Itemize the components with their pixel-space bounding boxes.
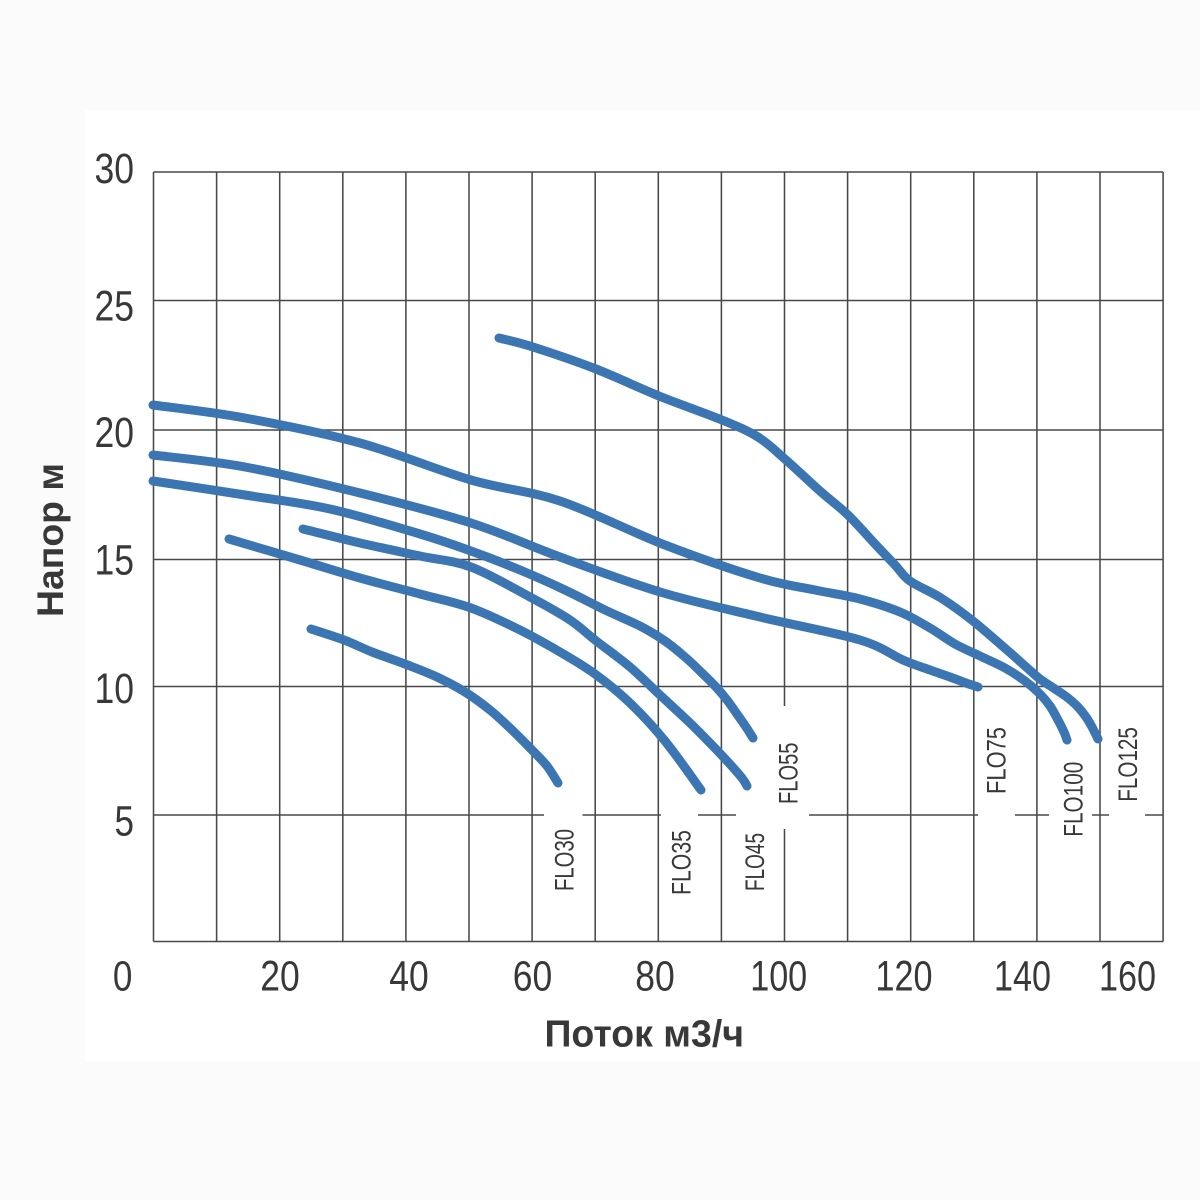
svg-text:160: 160 (1099, 953, 1156, 1001)
svg-text:10: 10 (95, 665, 135, 713)
svg-text:0: 0 (113, 953, 133, 1001)
svg-text:5: 5 (115, 797, 135, 845)
svg-text:30: 30 (95, 145, 135, 193)
svg-text:140: 140 (994, 953, 1051, 1001)
svg-text:FLO100: FLO100 (1059, 762, 1089, 837)
svg-text:60: 60 (513, 953, 553, 1001)
svg-text:25: 25 (95, 282, 135, 330)
svg-text:100: 100 (750, 953, 807, 1001)
svg-text:80: 80 (635, 953, 675, 1001)
svg-text:FLO45: FLO45 (740, 833, 770, 891)
svg-text:FLO30: FLO30 (550, 829, 580, 891)
svg-text:FLO125: FLO125 (1113, 727, 1143, 802)
svg-text:15: 15 (95, 537, 135, 585)
svg-text:40: 40 (389, 953, 429, 1001)
svg-text:Напор м: Напор м (30, 463, 71, 617)
svg-text:20: 20 (95, 409, 135, 457)
svg-text:20: 20 (260, 953, 300, 1001)
svg-text:120: 120 (876, 953, 933, 1001)
svg-text:Поток м3/ч: Поток м3/ч (545, 1014, 745, 1056)
svg-text:FLO55: FLO55 (774, 743, 804, 805)
svg-text:FLO35: FLO35 (667, 830, 697, 895)
svg-text:FLO75: FLO75 (982, 727, 1012, 794)
